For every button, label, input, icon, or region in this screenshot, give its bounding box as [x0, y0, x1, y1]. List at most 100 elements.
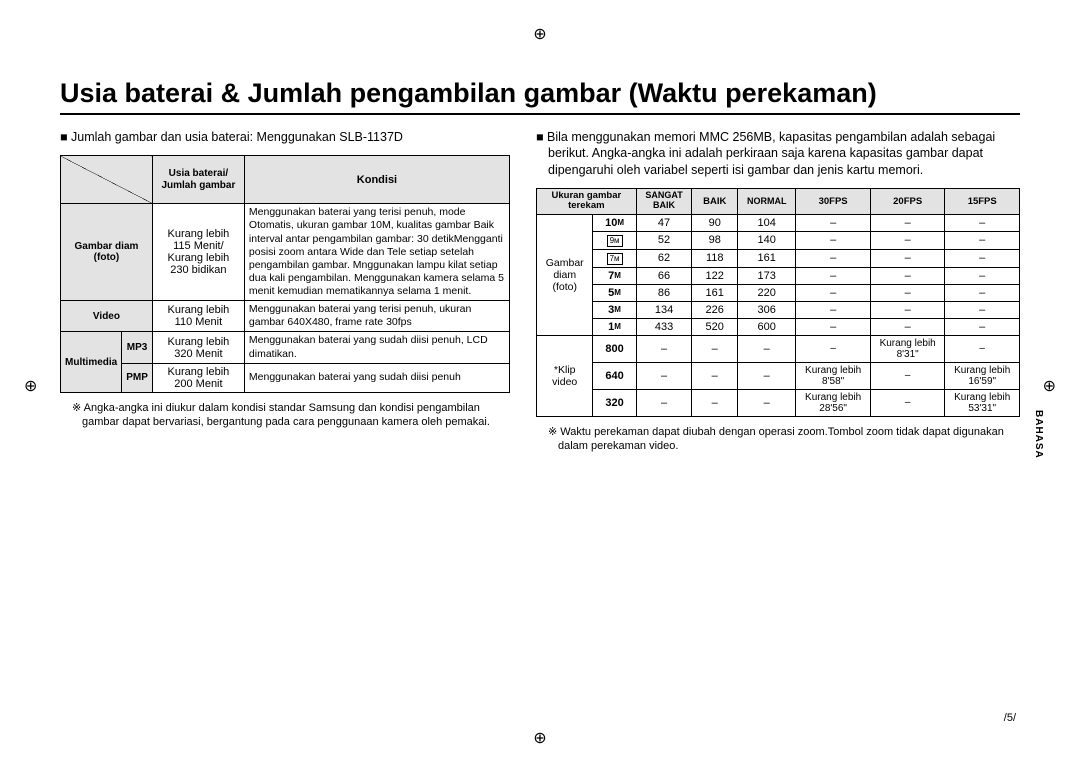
r7-b: – [692, 335, 738, 362]
r8-b: – [692, 362, 738, 389]
r4-sb: 86 [636, 284, 692, 301]
r1-15: – [945, 231, 1020, 249]
left-row-pmp-cond: Menggunakan baterai yang sudah diisi pen… [244, 363, 509, 392]
crop-mark-right: ⊕ [1043, 376, 1056, 396]
r1-b: 98 [692, 231, 738, 249]
r8-n: – [738, 362, 796, 389]
r6-30: – [796, 318, 871, 335]
r0-b: 90 [692, 214, 738, 231]
r8-sb: – [636, 362, 692, 389]
size-800: 800 [593, 335, 636, 362]
right-header-20: 20FPS [870, 188, 945, 214]
left-table: Usia baterai/ Jumlah gambar Kondisi Gamb… [60, 155, 510, 392]
left-row-mp3-label: MP3 [122, 332, 153, 363]
crop-mark-bottom: ⊕ [533, 728, 546, 748]
r9-b: – [692, 389, 738, 416]
left-row-pmp-label: PMP [122, 363, 153, 392]
right-note: ※ Waktu perekaman dapat diubah dengan op… [536, 425, 1020, 454]
left-row-multi-label: Multimedia [61, 332, 122, 392]
r5-30: – [796, 301, 871, 318]
r0-15: – [945, 214, 1020, 231]
r6-sb: 433 [636, 318, 692, 335]
r3-n: 173 [738, 267, 796, 284]
r1-20: – [870, 231, 945, 249]
r3-20: – [870, 267, 945, 284]
r9-sb: – [636, 389, 692, 416]
size-5m: 5M [593, 284, 636, 301]
left-header-condition: Kondisi [244, 156, 509, 204]
r6-20: – [870, 318, 945, 335]
r0-sb: 47 [636, 214, 692, 231]
left-row-video-cond: Menggunakan baterai yang terisi penuh, u… [244, 301, 509, 332]
left-row-mp3-cond: Menggunakan baterai yang sudah diisi pen… [244, 332, 509, 363]
size-320: 320 [593, 389, 636, 416]
r4-b: 161 [692, 284, 738, 301]
r0-20: – [870, 214, 945, 231]
right-header-15: 15FPS [945, 188, 1020, 214]
r5-b: 226 [692, 301, 738, 318]
r6-b: 520 [692, 318, 738, 335]
r3-30: – [796, 267, 871, 284]
r4-30: – [796, 284, 871, 301]
r1-n: 140 [738, 231, 796, 249]
r1-sb: 52 [636, 231, 692, 249]
r2-n: 161 [738, 249, 796, 267]
r9-30: Kurang lebih 28'56" [796, 389, 871, 416]
size-9m: 9ᴍ [593, 231, 636, 249]
r7-n: – [738, 335, 796, 362]
right-group-video: *Klip video [537, 335, 593, 416]
crop-mark-top: ⊕ [533, 24, 546, 44]
left-header-battery: Usia baterai/ Jumlah gambar [152, 156, 244, 204]
right-header-b: BAIK [692, 188, 738, 214]
r6-15: – [945, 318, 1020, 335]
r3-b: 122 [692, 267, 738, 284]
r2-b: 118 [692, 249, 738, 267]
page-title: Usia baterai & Jumlah pengambilan gambar… [60, 78, 1020, 115]
r0-n: 104 [738, 214, 796, 231]
r8-20: – [870, 362, 945, 389]
r2-15: – [945, 249, 1020, 267]
r9-n: – [738, 389, 796, 416]
r5-20: – [870, 301, 945, 318]
size-10m: 10M [593, 214, 636, 231]
r2-30: – [796, 249, 871, 267]
r8-15: Kurang lebih 16'59" [945, 362, 1020, 389]
r3-15: – [945, 267, 1020, 284]
r2-sb: 62 [636, 249, 692, 267]
size-640: 640 [593, 362, 636, 389]
r7-30: – [796, 335, 871, 362]
r7-sb: – [636, 335, 692, 362]
page-number: /5/ [1004, 712, 1016, 724]
left-header-diagonal [61, 156, 153, 204]
r0-30: – [796, 214, 871, 231]
left-row-mp3-bat: Kurang lebih 320 Menit [152, 332, 244, 363]
r5-n: 306 [738, 301, 796, 318]
r3-sb: 66 [636, 267, 692, 284]
right-intro: ■ Bila menggunakan memori MMC 256MB, kap… [536, 129, 1020, 178]
right-header-sb: SANGAT BAIK [636, 188, 692, 214]
size-7mb: 7ᴍ [593, 249, 636, 267]
size-7m: 7M [593, 267, 636, 284]
right-header-size: Ukuran gambar terekam [537, 188, 637, 214]
left-row-still-label: Gambar diam (foto) [61, 204, 153, 301]
r9-20: – [870, 389, 945, 416]
right-table: Ukuran gambar terekam SANGAT BAIK BAIK N… [536, 188, 1020, 417]
right-header-n: NORMAL [738, 188, 796, 214]
left-row-still-bat: Kurang lebih 115 Menit/ Kurang lebih 230… [152, 204, 244, 301]
r6-n: 600 [738, 318, 796, 335]
r4-20: – [870, 284, 945, 301]
r4-n: 220 [738, 284, 796, 301]
r1-30: – [796, 231, 871, 249]
left-row-video-label: Video [61, 301, 153, 332]
r4-15: – [945, 284, 1020, 301]
right-group-still: Gambar diam (foto) [537, 214, 593, 335]
r7-15: – [945, 335, 1020, 362]
r8-30: Kurang lebih 8'58" [796, 362, 871, 389]
crop-mark-left: ⊕ [24, 376, 37, 396]
left-row-pmp-bat: Kurang lebih 200 Menit [152, 363, 244, 392]
size-3m: 3M [593, 301, 636, 318]
side-label: BAHASA [1033, 410, 1044, 459]
size-1m: 1M [593, 318, 636, 335]
left-note: ※ Angka-angka ini diukur dalam kondisi s… [60, 401, 510, 430]
left-row-video-bat: Kurang lebih 110 Menit [152, 301, 244, 332]
